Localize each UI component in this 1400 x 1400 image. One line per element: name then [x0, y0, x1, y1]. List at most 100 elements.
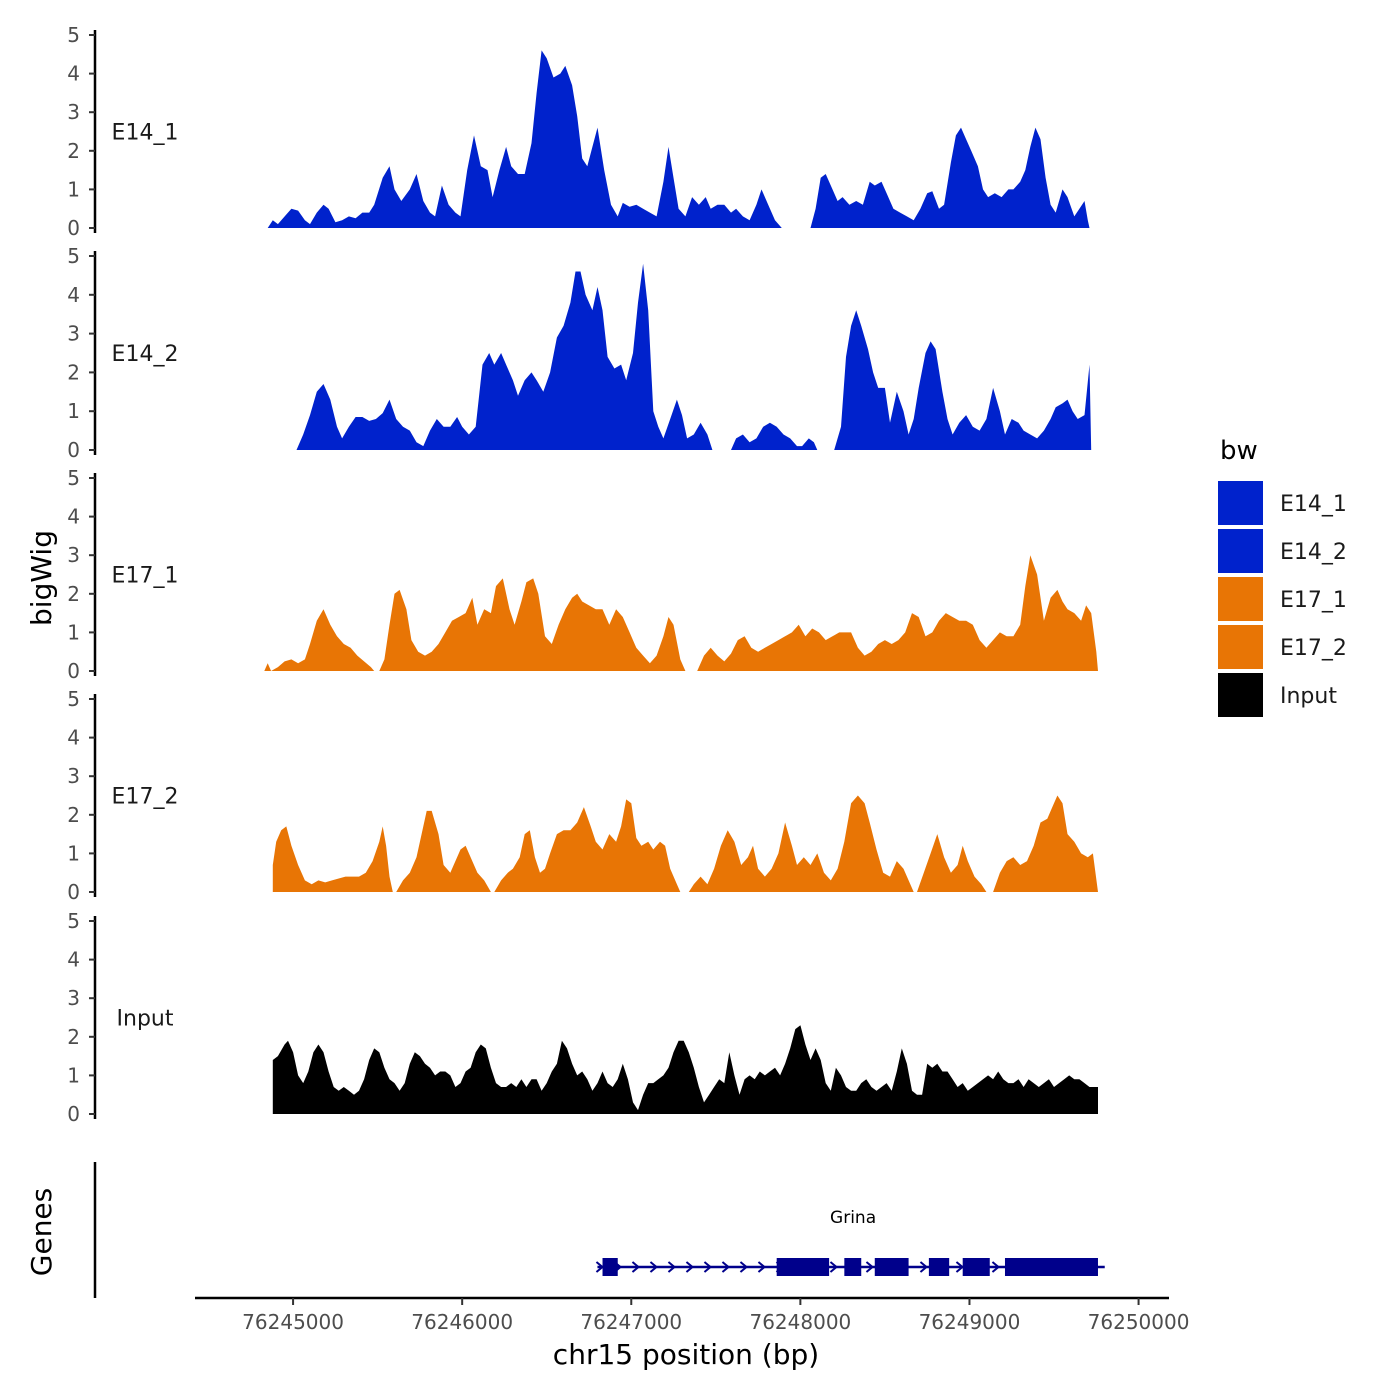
gene-exon: [844, 1258, 862, 1276]
track-e14-2: 0 1 2 3 4 5 E14_2: [67, 244, 1092, 462]
y-tick-label: 0: [67, 1102, 80, 1126]
gene-exon: [874, 1258, 909, 1276]
legend-item: E17_2: [1218, 625, 1347, 669]
track-label: E14_1: [112, 121, 179, 146]
x-tick-label: 76245000: [242, 1310, 344, 1334]
legend-title: bw: [1220, 436, 1258, 466]
strand-arrow: [991, 1261, 1001, 1273]
y-tick-label: 2: [67, 1025, 80, 1049]
y-tick-label: 3: [67, 543, 80, 567]
legend-label: E17_2: [1280, 636, 1347, 661]
signal-area: [272, 826, 393, 892]
y-tick-label: 3: [67, 100, 80, 124]
y-tick-label: 4: [67, 726, 80, 750]
y-axis-title: bigWig: [25, 530, 58, 626]
y-tick-label: 1: [67, 399, 80, 423]
signal-area: [993, 795, 1098, 892]
y-tick-label: 2: [67, 139, 80, 163]
gene-exon: [1004, 1258, 1098, 1276]
y-tick-label: 4: [67, 505, 80, 529]
legend-label: E17_1: [1280, 588, 1347, 613]
signal-area: [267, 50, 782, 229]
signal-area: [688, 795, 914, 892]
y-tick-label: 0: [67, 659, 80, 683]
strand-arrow: [919, 1261, 929, 1273]
gene-label: Grina: [830, 1208, 876, 1228]
track-label: Input: [117, 1007, 174, 1032]
track-label: E17_1: [112, 564, 179, 589]
legend-label: Input: [1280, 684, 1337, 709]
track-e17-2: 0 1 2 3 4 5 E17_2: [67, 687, 1098, 904]
y-tick-label: 2: [67, 360, 80, 384]
x-tick-label: 76247000: [580, 1310, 682, 1334]
y-tick-label: 5: [67, 466, 80, 490]
track-e17-1: 0 1 2 3 4 5 E17_1: [67, 466, 1098, 683]
signal-area: [494, 799, 681, 892]
y-tick-label: 0: [67, 438, 80, 462]
strand-arrow: [721, 1261, 731, 1273]
x-axis: 76245000 76246000 76247000 76248000 76249000…: [195, 1296, 1190, 1334]
legend-swatch: [1218, 481, 1263, 525]
y-tick-label: 4: [67, 62, 80, 86]
signal-area: [697, 555, 1098, 671]
legend-swatch: [1218, 577, 1263, 621]
strand-arrow: [685, 1261, 695, 1273]
strand-arrow: [757, 1261, 767, 1273]
y-tick-label: 5: [67, 687, 80, 711]
legend-item: E14_1: [1218, 481, 1347, 525]
gene-exon: [962, 1258, 990, 1276]
y-tick-label: 1: [67, 177, 80, 201]
legend-swatch: [1218, 529, 1263, 573]
legend-item: Input: [1218, 673, 1337, 717]
signal-area: [272, 1025, 1098, 1114]
strand-arrow: [739, 1261, 749, 1273]
y-tick-label: 4: [67, 948, 80, 972]
y-tick-label: 3: [67, 986, 80, 1010]
genes-axis-title: Genes: [25, 1188, 58, 1276]
gene-exon: [602, 1258, 618, 1276]
signal-area: [834, 310, 1092, 450]
y-tick-label: 5: [67, 23, 80, 47]
strand-arrow: [955, 1261, 965, 1273]
signal-area: [296, 263, 713, 450]
gene-exon: [776, 1258, 830, 1276]
x-tick-label: 76246000: [411, 1310, 513, 1334]
signal-area: [810, 127, 1090, 228]
legend-label: E14_2: [1280, 540, 1347, 565]
y-tick-label: 4: [67, 283, 80, 307]
x-tick-label: 76249000: [919, 1310, 1021, 1334]
y-tick-label: 1: [67, 1063, 80, 1087]
strand-arrow: [865, 1261, 875, 1273]
x-tick-label: 76250000: [1088, 1310, 1190, 1334]
strand-arrow: [631, 1261, 641, 1273]
y-tick-label: 3: [67, 322, 80, 346]
legend-swatch: [1218, 673, 1263, 717]
y-tick-label: 5: [67, 909, 80, 933]
y-tick-label: 3: [67, 764, 80, 788]
y-tick-label: 5: [67, 244, 80, 268]
signal-area: [396, 810, 491, 892]
y-tick-label: 1: [67, 620, 80, 644]
legend: bw E14_1 E14_2 E17_1 E17_2 Input: [1218, 436, 1347, 717]
legend-swatch: [1218, 625, 1263, 669]
track-input: 0 1 2 3 4 5 Input: [67, 909, 1098, 1126]
track-label: E14_2: [112, 342, 179, 367]
gene-exon: [928, 1258, 950, 1276]
gene-grina: Grina: [595, 1208, 1105, 1276]
signal-area: [264, 609, 375, 671]
strand-arrow: [649, 1261, 659, 1273]
track-e14-1: 0 1 2 3 4 5 E14_1: [67, 23, 1090, 240]
x-tick-label: 76248000: [749, 1310, 851, 1334]
legend-item: E14_2: [1218, 529, 1347, 573]
strand-arrow: [829, 1261, 839, 1273]
y-tick-label: 0: [67, 216, 80, 240]
y-tick-label: 0: [67, 880, 80, 904]
track-panels: 0 1 2 3 4 5 E14_1 0 1 2 3 4 5 E14_2 0 1 2 3 4 5 E17_1 0 1 2 3 4 5 E…: [67, 23, 1098, 1126]
gene-track: Grina: [93, 1162, 1105, 1298]
signal-area: [379, 578, 686, 671]
y-tick-label: 1: [67, 841, 80, 865]
strand-arrow: [667, 1261, 677, 1273]
legend-label: E14_1: [1280, 492, 1347, 517]
y-tick-label: 2: [67, 803, 80, 827]
